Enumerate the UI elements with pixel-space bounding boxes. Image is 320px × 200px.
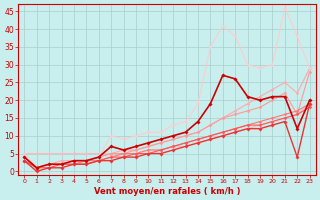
X-axis label: Vent moyen/en rafales ( km/h ): Vent moyen/en rafales ( km/h ) (94, 187, 240, 196)
